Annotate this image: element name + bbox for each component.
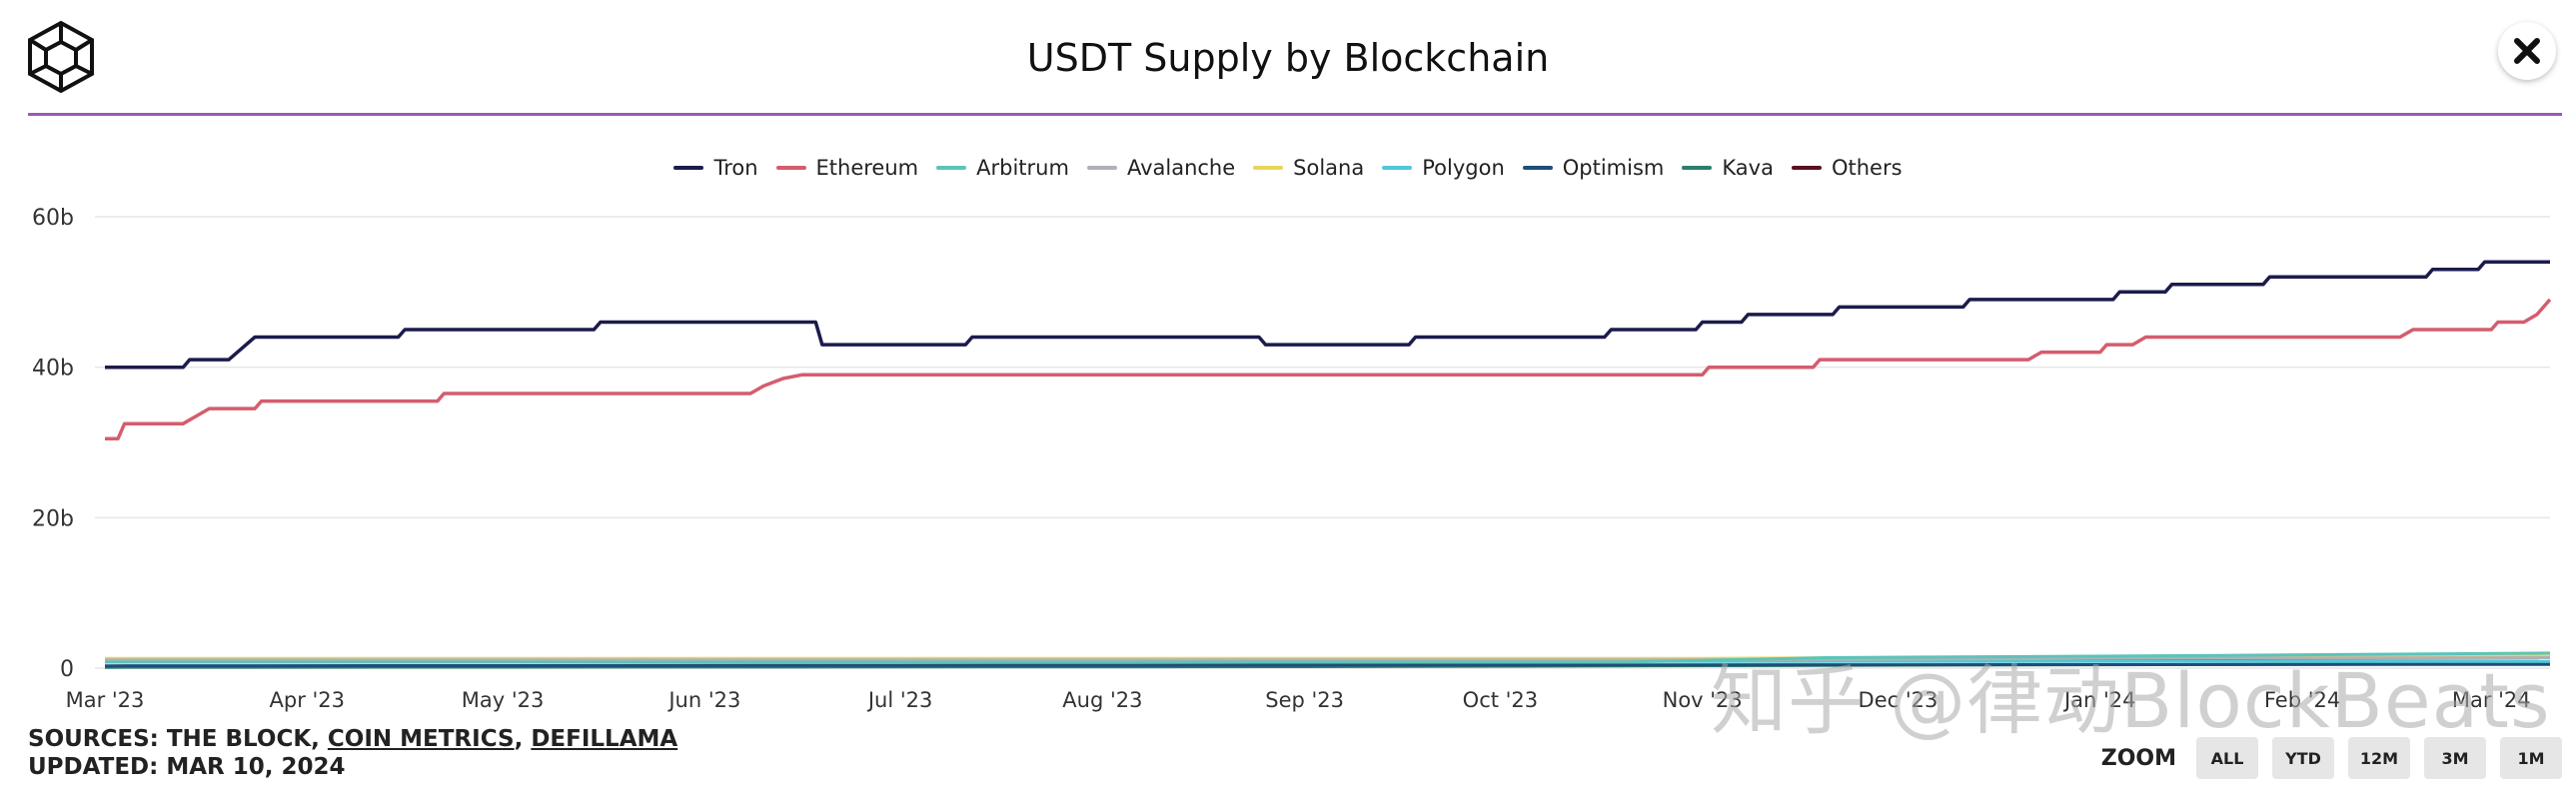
source-link-coin-metrics[interactable]: COIN METRICS <box>327 726 515 752</box>
sources-line: SOURCES: THE BLOCK, COIN METRICS, DEFILL… <box>28 725 677 753</box>
legend-swatch <box>1522 166 1553 170</box>
legend-swatch <box>1382 166 1413 170</box>
legend-item-polygon[interactable]: Polygon <box>1382 156 1505 180</box>
series-line-tron <box>105 260 2550 370</box>
line-chart: 0 20b 40b 60b Mar '23 Apr '23 May '23 Jun '23 Ju… <box>32 206 2552 712</box>
y-tick-label: 0 <box>60 657 74 682</box>
chart-legend: Tron Ethereum Arbitrum Avalanche Solana Polyg… <box>0 156 2576 180</box>
source-link-defillama[interactable]: DEFILLAMA <box>531 726 678 752</box>
legend-label: Ethereum <box>815 156 919 180</box>
legend-swatch <box>1682 166 1713 170</box>
x-tick-label: Dec '23 <box>1859 688 1938 712</box>
legend-label: Kava <box>1722 156 1774 180</box>
legend-swatch <box>1086 166 1117 170</box>
legend-item-tron[interactable]: Tron <box>673 156 758 180</box>
zoom-controls: ZOOM ALL YTD 12M 3M 1M <box>2101 737 2562 779</box>
x-tick-label: May '23 <box>462 688 545 712</box>
close-button[interactable] <box>2498 22 2556 80</box>
legend-label: Solana <box>1293 156 1365 180</box>
zoom-button-3m[interactable]: 3M <box>2424 737 2486 779</box>
legend-swatch <box>775 166 806 170</box>
sources-footer: SOURCES: THE BLOCK, COIN METRICS, DEFILL… <box>28 725 677 781</box>
legend-item-arbitrum[interactable]: Arbitrum <box>936 156 1069 180</box>
zoom-button-12m[interactable]: 12M <box>2348 737 2410 779</box>
y-tick-label: 20b <box>32 506 74 531</box>
legend-item-ethereum[interactable]: Ethereum <box>775 156 919 180</box>
x-tick-label: Jun '23 <box>666 688 740 712</box>
legend-label: Tron <box>713 156 758 180</box>
series-line-arbitrum <box>105 651 2551 664</box>
legend-item-optimism[interactable]: Optimism <box>1522 156 1665 180</box>
x-tick-label: Nov '23 <box>1663 688 1743 712</box>
zoom-button-1m[interactable]: 1M <box>2500 737 2562 779</box>
legend-label: Polygon <box>1422 156 1505 180</box>
legend-item-avalanche[interactable]: Avalanche <box>1086 156 1236 180</box>
legend-item-others[interactable]: Others <box>1791 156 1903 180</box>
chart-title: USDT Supply by Blockchain <box>1026 36 1550 80</box>
legend-item-kava[interactable]: Kava <box>1682 156 1774 180</box>
x-tick-label: Oct '23 <box>1463 688 1538 712</box>
updated-date: UPDATED: MAR 10, 2024 <box>28 754 346 780</box>
watermark: 知乎 @律动BlockBeats <box>1711 656 2551 745</box>
legend-label: Arbitrum <box>976 156 1069 180</box>
zoom-label: ZOOM <box>2100 745 2176 771</box>
series-line-ethereum <box>105 298 2552 440</box>
zoom-button-ytd[interactable]: YTD <box>2272 737 2334 779</box>
series-line-avalanche <box>105 656 2551 662</box>
close-icon <box>2514 38 2540 64</box>
y-tick-label: 60b <box>32 206 74 231</box>
legend-item-solana[interactable]: Solana <box>1253 156 1364 180</box>
series-line-optimism <box>104 662 2551 668</box>
x-tick-label: Mar '24 <box>2452 688 2531 712</box>
y-tick-label: 40b <box>32 357 74 382</box>
legend-label: Others <box>1831 156 1903 180</box>
legend-swatch <box>673 166 704 170</box>
legend-swatch <box>1253 166 1284 170</box>
legend-swatch <box>936 166 967 170</box>
logo <box>26 20 96 94</box>
x-tick-label: Aug '23 <box>1062 688 1142 712</box>
cube-logo-icon <box>28 20 94 94</box>
sources-prefix: SOURCES: THE BLOCK, <box>28 726 328 752</box>
x-tick-label: Jan '24 <box>2062 688 2136 712</box>
x-tick-label: Apr '23 <box>270 688 346 712</box>
legend-swatch <box>1791 166 1822 170</box>
x-tick-label: Sep '23 <box>1265 688 1344 712</box>
x-tick-label: Feb '24 <box>2264 688 2340 712</box>
x-tick-label: Mar '23 <box>66 688 145 712</box>
sources-separator: , <box>514 726 532 752</box>
zoom-button-all[interactable]: ALL <box>2196 737 2258 779</box>
x-tick-label: Jul '23 <box>866 688 933 712</box>
legend-label: Avalanche <box>1126 156 1236 180</box>
header-divider <box>28 113 2562 116</box>
legend-label: Optimism <box>1562 156 1665 180</box>
